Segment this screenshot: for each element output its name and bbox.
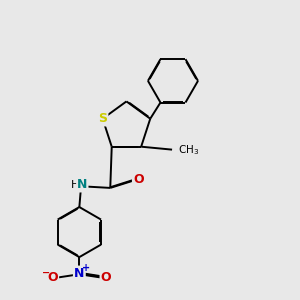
Text: O: O: [133, 172, 143, 186]
Text: H: H: [71, 180, 80, 190]
Text: O: O: [47, 271, 58, 284]
Text: S: S: [98, 112, 107, 125]
Text: N: N: [77, 178, 88, 191]
Text: +: +: [82, 263, 90, 273]
Text: O: O: [100, 271, 111, 284]
Text: N: N: [74, 267, 85, 280]
Text: −: −: [42, 267, 50, 278]
Text: CH$_3$: CH$_3$: [178, 143, 199, 157]
